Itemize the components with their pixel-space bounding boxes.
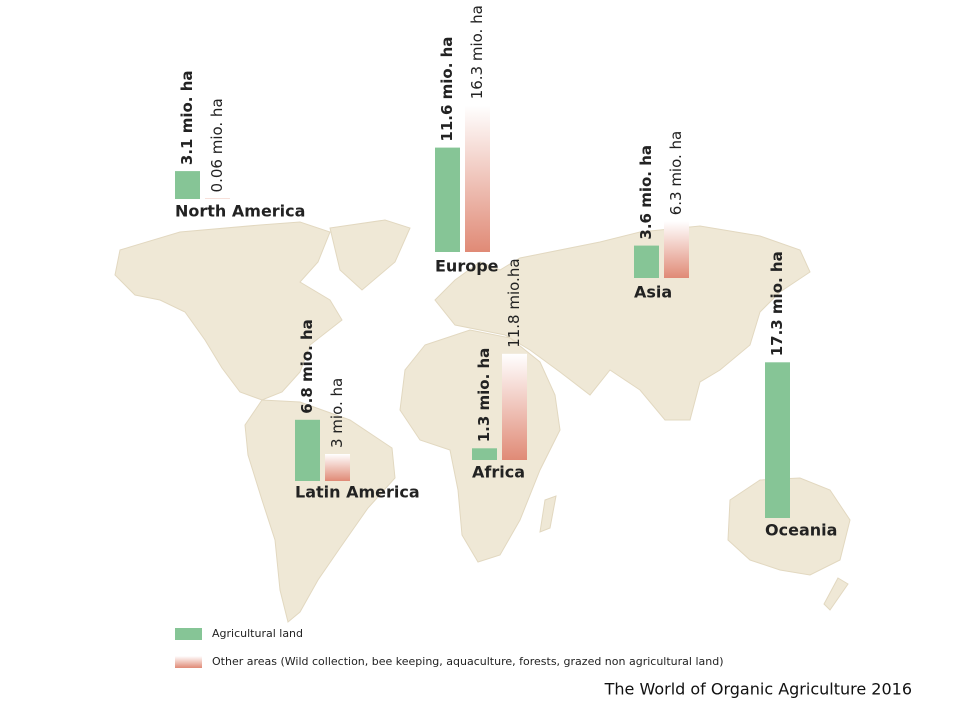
bar [472, 448, 497, 460]
region-label: Asia [634, 283, 672, 302]
value-label: 3.6 mio. ha [637, 145, 655, 240]
madagascar [539, 495, 557, 533]
bar [465, 105, 490, 252]
bar [765, 362, 790, 518]
value-label: 3 mio. ha [328, 378, 346, 448]
value-label: 6.8 mio. ha [298, 319, 316, 414]
bar [175, 171, 200, 199]
chart-title: The World of Organic Agriculture 2016 [604, 680, 912, 699]
north-america [114, 221, 343, 401]
greenland [329, 219, 411, 291]
bar [435, 147, 460, 252]
value-label: 11.8 mio.ha [505, 258, 523, 347]
bar [502, 353, 527, 460]
region-label: Europe [435, 257, 499, 276]
legend-swatch [175, 628, 202, 640]
value-label: 11.6 mio. ha [438, 37, 456, 142]
value-label: 17.3 mio. ha [768, 251, 786, 356]
bar [325, 454, 350, 481]
bar [205, 198, 230, 199]
value-label: 1.3 mio. ha [475, 348, 493, 443]
value-label: 16.3 mio. ha [468, 5, 486, 99]
legend-label: Other areas (Wild collection, bee keepin… [212, 655, 724, 668]
region-label: Oceania [765, 521, 837, 540]
bar [664, 221, 689, 278]
legend-label: Agricultural land [212, 627, 303, 640]
value-label: 3.1 mio. ha [178, 71, 196, 166]
region-label: Africa [472, 463, 525, 482]
eurasia [434, 225, 811, 421]
bar [295, 419, 320, 481]
legend-swatch [175, 656, 202, 668]
bar [634, 245, 659, 278]
region-label: North America [175, 202, 305, 221]
region-label: Latin America [295, 483, 420, 502]
south-america [244, 399, 396, 623]
new-zealand [823, 577, 849, 611]
legend: Agricultural land Other areas (Wild colle… [175, 627, 724, 668]
value-label: 0.06 mio. ha [208, 98, 226, 192]
value-label: 6.3 mio. ha [667, 131, 685, 216]
